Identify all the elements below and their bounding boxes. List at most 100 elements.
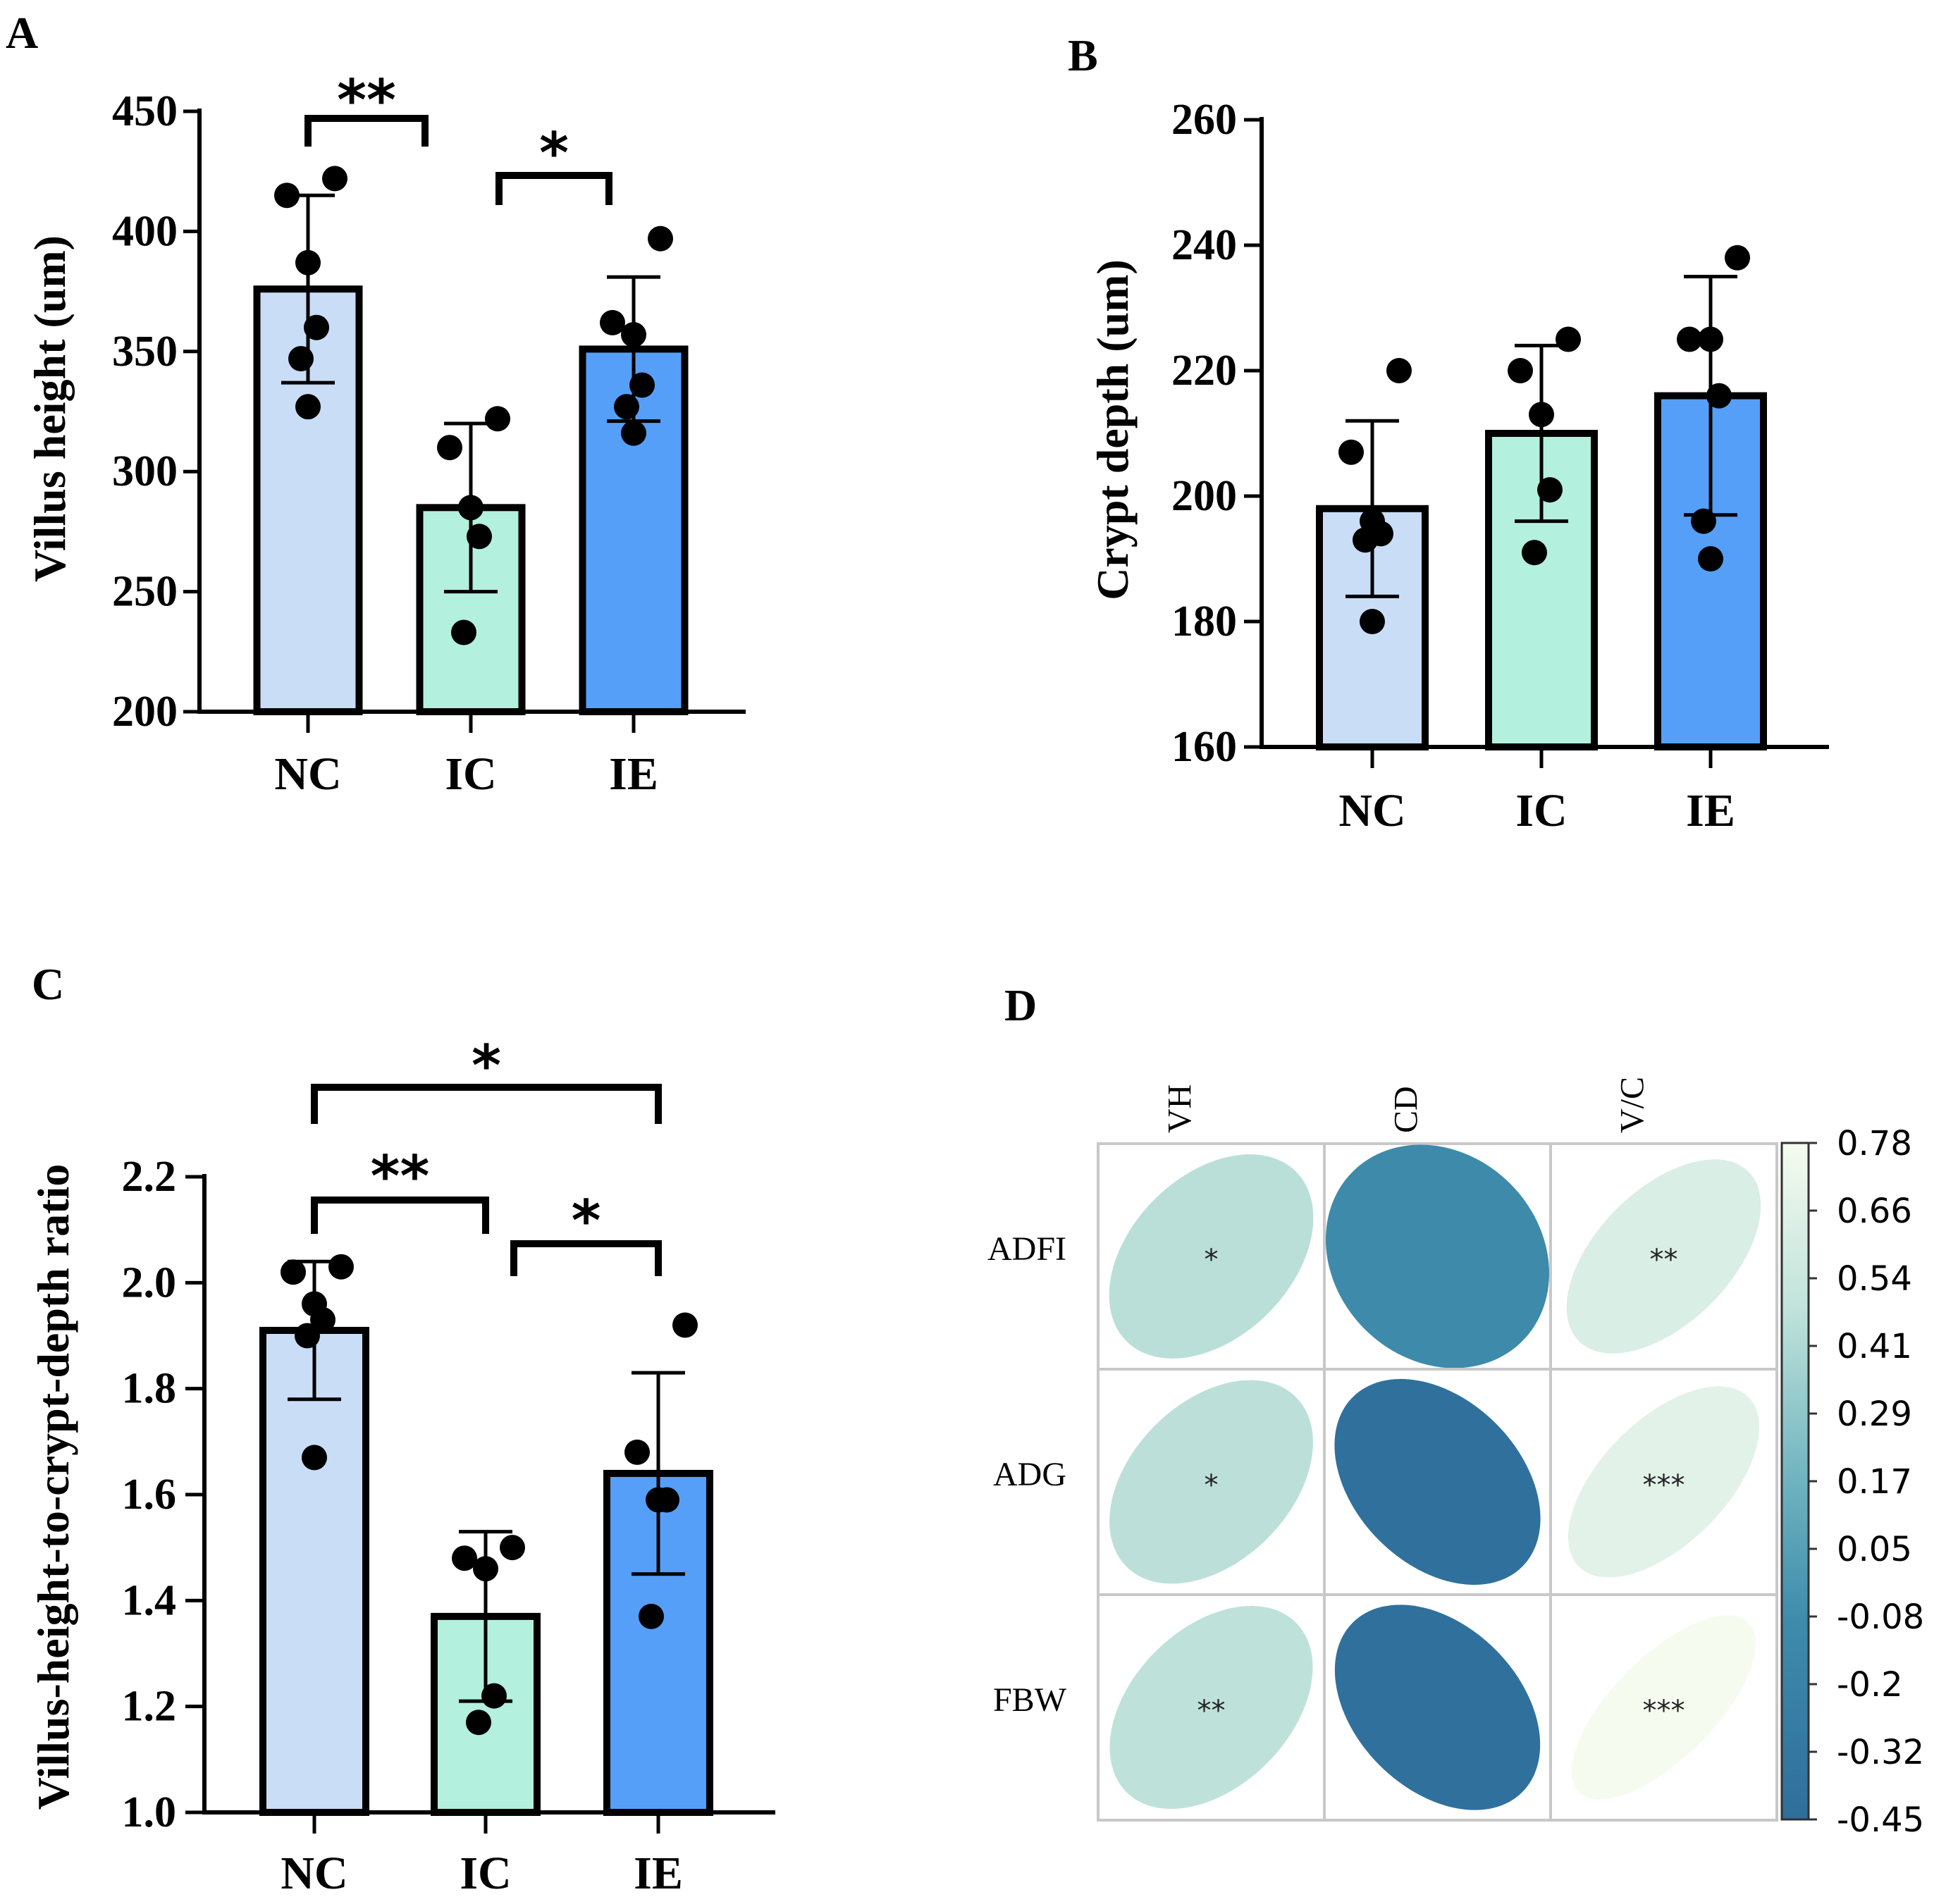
data-point-c <box>654 1487 679 1513</box>
bar-c-nc <box>259 1326 369 1816</box>
x-tick-label-b: IC <box>1515 785 1567 836</box>
colorbar-tick-label: -0.32 <box>1837 1733 1924 1772</box>
corr-ellipse <box>1334 1605 1541 1810</box>
corr-ellipse <box>1109 1380 1313 1584</box>
chart-a: 200 250 300 350 400 450 Villus height (um) NC IC… <box>25 68 746 800</box>
corr-ellipse <box>1334 1378 1541 1585</box>
data-point-b <box>1338 439 1364 465</box>
y-tick-label-c: 1.6 <box>122 1471 177 1519</box>
data-point-c <box>302 1445 327 1471</box>
data-point-b <box>1691 508 1716 534</box>
data-point-a <box>274 183 300 209</box>
data-point-a <box>621 321 646 347</box>
data-point-c <box>481 1683 507 1709</box>
corr-row-label: FBW <box>993 1681 1067 1719</box>
colorbar-tick-label: 0.17 <box>1837 1462 1912 1502</box>
significance-bracket-a <box>495 172 612 205</box>
data-point-b <box>1698 326 1723 352</box>
data-point-b <box>1698 546 1723 571</box>
significance-bracket-c <box>311 1084 662 1124</box>
significance-label-a: ** <box>337 68 396 133</box>
chart-d: * *** ***** ***VH CD V/CADFIADGFBW0.780.660.5… <box>987 1077 1924 1840</box>
corr-cell <box>1549 1593 1778 1822</box>
x-tick-label-c: IC <box>460 1848 511 1899</box>
data-point-b <box>1725 245 1750 271</box>
panel-label-c: C <box>32 959 64 1009</box>
y-tick-label-b: 180 <box>1171 598 1237 645</box>
colorbar-tick-label: -0.2 <box>1837 1665 1903 1705</box>
significance-label-c: ** <box>371 1144 430 1209</box>
data-point-c <box>624 1439 650 1465</box>
data-point-c <box>500 1535 525 1561</box>
x-tick-label-a: IC <box>445 748 496 800</box>
corr-significance: ** <box>1650 1244 1678 1276</box>
x-tick-label-c: NC <box>281 1848 347 1899</box>
data-point-b <box>1677 326 1702 352</box>
data-point-a <box>629 372 655 398</box>
colorbar <box>1780 1142 1810 1821</box>
x-tick-label-a: NC <box>274 748 341 800</box>
corr-ellipse <box>1109 1605 1313 1810</box>
data-point-a <box>288 346 314 372</box>
corr-ellipse <box>1566 1159 1761 1354</box>
data-point-a <box>467 524 492 550</box>
data-point-a <box>458 495 484 521</box>
corr-significance: *** <box>1643 1469 1685 1502</box>
colorbar-tick-label: -0.45 <box>1837 1800 1924 1840</box>
data-point-a <box>648 225 673 252</box>
colorbar-tick-label: 0.78 <box>1837 1124 1912 1163</box>
data-point-c <box>295 1323 320 1349</box>
y-axis-title-b: Crypt depth (um) <box>1088 259 1138 600</box>
colorbar-tick-label: 0.29 <box>1837 1395 1912 1434</box>
data-point-a <box>451 619 476 645</box>
x-tick-label-b: NC <box>1338 785 1405 836</box>
corr-significance: * <box>1205 1469 1219 1502</box>
x-tick-label-a: IE <box>609 748 658 800</box>
significance-label-a: * <box>539 120 569 186</box>
y-tick-label-b: 200 <box>1171 472 1237 520</box>
chart-c: 1.0 1.2 1.4 1.6 1.8 2.0 2.2 Villus-height-to-cr… <box>28 1033 775 1899</box>
data-point-b <box>1386 358 1412 383</box>
colorbar-tick-label: 0.54 <box>1837 1259 1912 1299</box>
panel-label-a: A <box>6 8 38 58</box>
data-point-b <box>1522 540 1547 566</box>
y-tick-label-b: 220 <box>1171 347 1237 395</box>
corr-ellipse <box>1571 1615 1756 1800</box>
corr-column-label: V/C <box>1614 1077 1651 1133</box>
data-point-b <box>1556 326 1581 352</box>
y-tick-label-c: 1.8 <box>122 1365 177 1413</box>
corr-significance: ** <box>1197 1695 1226 1727</box>
x-tick-label-c: IE <box>634 1848 683 1899</box>
corr-row-label: ADFI <box>987 1230 1066 1268</box>
y-tick-label-c: 1.0 <box>122 1788 177 1836</box>
significance-label-c: * <box>472 1033 501 1099</box>
data-point-a <box>621 420 646 446</box>
data-point-c <box>452 1545 477 1571</box>
significance-bracket-c <box>510 1240 662 1276</box>
y-tick-label-a: 200 <box>112 688 178 736</box>
data-point-b <box>1706 383 1732 409</box>
y-tick-label-c: 1.4 <box>122 1576 177 1624</box>
data-point-a <box>485 406 510 432</box>
corr-row-label: ADG <box>993 1456 1066 1493</box>
corr-column-label: VH <box>1162 1084 1199 1133</box>
data-point-b <box>1537 477 1563 503</box>
colorbar-tick-label: -0.08 <box>1837 1597 1924 1637</box>
y-tick-label-a: 250 <box>112 568 178 616</box>
data-point-a <box>437 435 462 461</box>
y-tick-label-a: 350 <box>112 328 178 376</box>
y-axis-title-a: Villus height (um) <box>25 235 75 582</box>
colorbar-tick-label: 0.66 <box>1837 1192 1912 1231</box>
significance-bracket-c <box>311 1197 489 1234</box>
y-tick-label-c: 2.0 <box>122 1259 177 1306</box>
data-point-c <box>466 1710 491 1736</box>
colorbar-tick-label: 0.05 <box>1837 1530 1912 1569</box>
corr-ellipse <box>1109 1154 1314 1359</box>
data-point-b <box>1360 609 1385 634</box>
y-tick-label-a: 300 <box>112 447 178 495</box>
colorbar-tick-label: 0.41 <box>1837 1327 1912 1366</box>
corr-significance: *** <box>1643 1695 1685 1727</box>
data-point-a <box>304 314 329 340</box>
data-point-c <box>310 1306 335 1333</box>
data-point-b <box>1508 358 1533 383</box>
